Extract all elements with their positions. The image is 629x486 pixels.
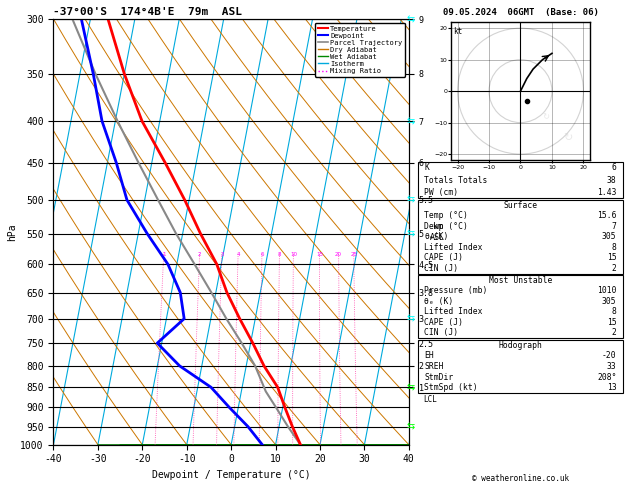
- Text: CIN (J): CIN (J): [425, 329, 459, 337]
- Text: 305: 305: [602, 232, 616, 241]
- Text: Surface: Surface: [503, 201, 538, 209]
- Text: 1.43: 1.43: [597, 188, 616, 197]
- Text: ⇆: ⇆: [406, 313, 415, 324]
- Text: 15.6: 15.6: [597, 211, 616, 220]
- Text: StmSpd (kt): StmSpd (kt): [425, 383, 478, 392]
- Text: 1010: 1010: [597, 286, 616, 295]
- Text: K: K: [425, 163, 430, 173]
- Text: 25: 25: [350, 252, 357, 257]
- Text: ⇆: ⇆: [406, 382, 415, 392]
- Text: ↻: ↻: [563, 133, 572, 143]
- Text: 208°: 208°: [597, 373, 616, 382]
- Text: Temp (°C): Temp (°C): [425, 211, 469, 220]
- Text: Lifted Index: Lifted Index: [425, 243, 483, 252]
- Text: 10: 10: [290, 252, 297, 257]
- Text: 6: 6: [611, 163, 616, 173]
- Text: 7: 7: [611, 222, 616, 231]
- Text: 20: 20: [335, 252, 342, 257]
- Y-axis label: km
ASL: km ASL: [430, 223, 445, 242]
- Text: -20: -20: [602, 351, 616, 360]
- Text: ⇆: ⇆: [406, 228, 415, 239]
- Text: Most Unstable: Most Unstable: [489, 276, 552, 285]
- Text: ⇆: ⇆: [406, 195, 415, 205]
- Text: 2: 2: [198, 252, 201, 257]
- Text: 1: 1: [162, 252, 165, 257]
- Text: Pressure (mb): Pressure (mb): [425, 286, 488, 295]
- Text: 15: 15: [607, 253, 616, 262]
- Text: 305: 305: [602, 297, 616, 306]
- Text: PW (cm): PW (cm): [425, 188, 459, 197]
- Text: 38: 38: [607, 175, 616, 185]
- Text: 2: 2: [611, 264, 616, 273]
- Text: -37°00'S  174°4B'E  79m  ASL: -37°00'S 174°4B'E 79m ASL: [53, 7, 242, 17]
- Text: 8: 8: [611, 243, 616, 252]
- X-axis label: Dewpoint / Temperature (°C): Dewpoint / Temperature (°C): [152, 470, 311, 480]
- Text: Hodograph: Hodograph: [499, 341, 542, 349]
- Text: 15: 15: [316, 252, 323, 257]
- Text: © weatheronline.co.uk: © weatheronline.co.uk: [472, 474, 569, 484]
- Text: CAPE (J): CAPE (J): [425, 253, 464, 262]
- Text: ⇆: ⇆: [406, 15, 415, 24]
- Text: CIN (J): CIN (J): [425, 264, 459, 273]
- Text: Dewp (°C): Dewp (°C): [425, 222, 469, 231]
- Text: 8: 8: [278, 252, 281, 257]
- Text: CAPE (J): CAPE (J): [425, 318, 464, 327]
- Y-axis label: hPa: hPa: [8, 223, 18, 241]
- Text: SREH: SREH: [425, 362, 444, 371]
- Text: LCL: LCL: [423, 395, 437, 404]
- Text: 15: 15: [607, 318, 616, 327]
- Text: 2: 2: [611, 329, 616, 337]
- Text: 8: 8: [611, 308, 616, 316]
- Text: EH: EH: [425, 351, 434, 360]
- Text: ⇆: ⇆: [406, 421, 415, 432]
- Text: StmDir: StmDir: [425, 373, 454, 382]
- Text: Totals Totals: Totals Totals: [425, 175, 488, 185]
- Text: 4: 4: [237, 252, 240, 257]
- Text: 09.05.2024  06GMT  (Base: 06): 09.05.2024 06GMT (Base: 06): [443, 8, 598, 17]
- Text: 6: 6: [260, 252, 264, 257]
- Text: Lifted Index: Lifted Index: [425, 308, 483, 316]
- Text: 13: 13: [607, 383, 616, 392]
- Text: ⇆: ⇆: [406, 116, 415, 126]
- Text: 3: 3: [220, 252, 223, 257]
- Legend: Temperature, Dewpoint, Parcel Trajectory, Dry Adiabat, Wet Adiabat, Isotherm, Mi: Temperature, Dewpoint, Parcel Trajectory…: [315, 23, 405, 77]
- Text: θₑ(K): θₑ(K): [425, 232, 449, 241]
- Text: kt: kt: [453, 27, 462, 35]
- Text: θₑ (K): θₑ (K): [425, 297, 454, 306]
- Text: ↻: ↻: [542, 112, 549, 121]
- Text: 33: 33: [607, 362, 616, 371]
